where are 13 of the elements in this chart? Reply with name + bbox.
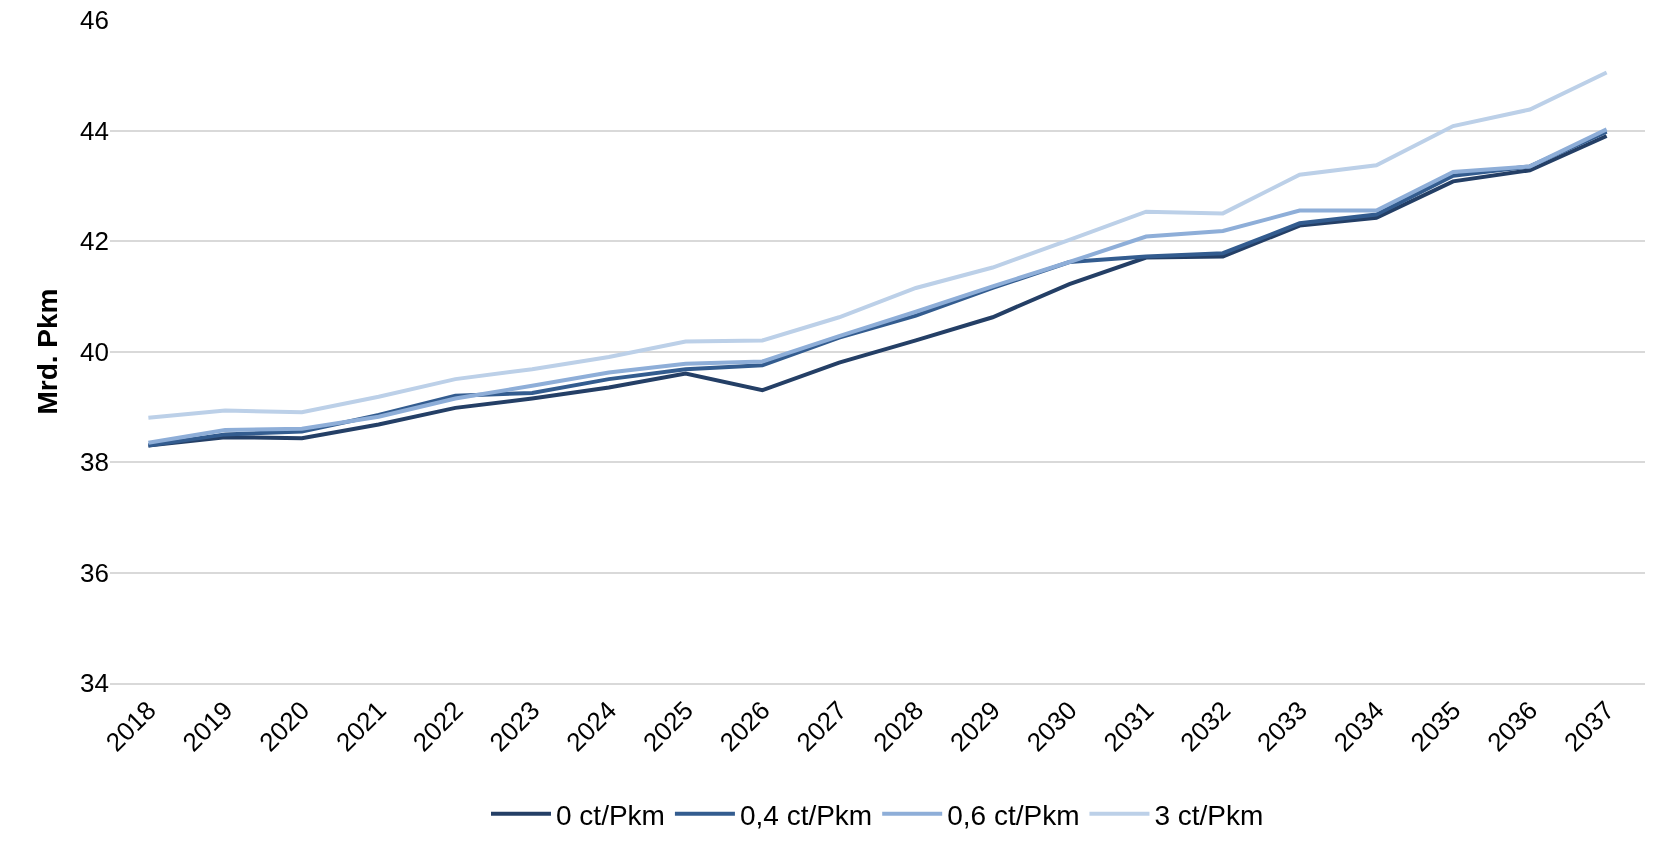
y-tick-label: 44 <box>80 115 109 146</box>
legend-label: 0 ct/Pkm <box>556 799 665 831</box>
y-tick-label: 40 <box>80 336 109 367</box>
line-series <box>146 70 1609 420</box>
legend-label: 0,6 ct/Pkm <box>947 799 1080 831</box>
y-tick-label: 42 <box>80 226 109 257</box>
legend-label: 0,4 ct/Pkm <box>739 799 873 831</box>
y-axis-title: Mrd. Pkm <box>31 288 63 415</box>
legend-label: 3 ct/Pkm <box>1154 799 1264 831</box>
y-tick-label: 34 <box>80 668 109 699</box>
y-tick-label: 46 <box>80 5 109 36</box>
y-tick-label: 36 <box>80 557 109 588</box>
y-tick-label: 38 <box>80 447 109 478</box>
